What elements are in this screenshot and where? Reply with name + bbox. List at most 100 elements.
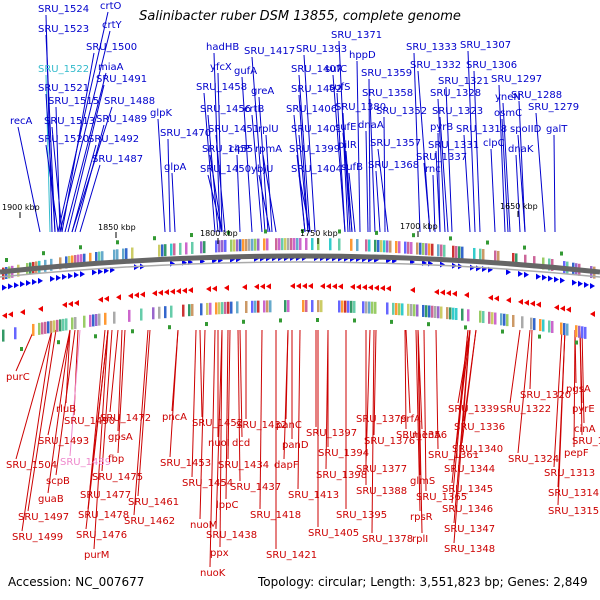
connector-bottom (87, 329, 106, 510)
gene-label-top: SRU_1358 (362, 88, 413, 99)
connector-bottom (435, 329, 439, 450)
gene-label-bottom: SRU_1476 (76, 530, 127, 541)
connector-top (490, 148, 496, 233)
connector-top (251, 56, 266, 233)
gene-label-top: SRU_1417 (244, 46, 295, 57)
connector-bottom (117, 329, 123, 432)
gene-label-top: SRU_1402 (291, 84, 342, 95)
gene-label-bottom: pyrE (572, 404, 595, 415)
gene-label-bottom: SRU_1339 (448, 404, 499, 415)
scale-label: 1650 kbp (500, 202, 538, 211)
gene-label-bottom: pncA (162, 412, 187, 423)
connector-top (258, 96, 269, 233)
connector-top (336, 92, 346, 233)
gene-label-top: SRU_1451 (208, 124, 259, 135)
gene-label-bottom: SRU_1477 (80, 490, 131, 501)
gene-label-bottom: SRU_1314 (548, 488, 599, 499)
connector-top (298, 174, 311, 233)
connector-bottom (137, 329, 151, 497)
connector-bottom (509, 329, 521, 404)
connector-top (55, 106, 61, 233)
gene-label-bottom: dcd (232, 438, 250, 449)
gene-label-top: SRU_1357 (370, 138, 421, 149)
gene-label-bottom: SRU_1320 (520, 390, 571, 401)
connector-bottom (109, 329, 119, 413)
gene-label-top: SRU_1521 (38, 83, 89, 94)
connector-top (445, 86, 453, 233)
gene-label-bottom: SRU_1388 (356, 486, 407, 497)
connector-bottom (553, 329, 563, 468)
connector-top (432, 174, 436, 233)
gene-label-bottom: SRU_1405 (308, 528, 359, 539)
gene-label-bottom: SRU_1489 (60, 457, 111, 468)
gene-label-bottom: SRU_1313 (544, 468, 595, 479)
gene-label-bottom: scpB (46, 476, 70, 487)
gene-label-top: SRU_1371 (331, 30, 382, 41)
gene-label-bottom: rpsR (410, 512, 433, 523)
gene-label-top: recA (10, 116, 33, 127)
gene-label-top: glpA (164, 162, 186, 173)
connector-bottom (529, 329, 533, 390)
gene-label-bottom: SRU_1398 (316, 470, 367, 481)
gene-label-top: sufB (341, 162, 363, 173)
gene-label-bottom: panD (282, 440, 309, 451)
connector-top (413, 52, 421, 233)
gene-label-top: SRU_1393 (296, 44, 347, 55)
connector-bottom (371, 329, 375, 534)
gene-label-bottom: SRU_1394 (318, 448, 369, 459)
connector-bottom (579, 329, 583, 436)
connector-top (236, 154, 241, 233)
connector-bottom (117, 329, 126, 454)
gene-label-top: SRU_1491 (96, 74, 147, 85)
connector-top (298, 74, 311, 233)
gene-label-top: SRU_1328 (430, 88, 481, 99)
gene-label-bottom: nuoK (200, 568, 226, 579)
connector-bottom (199, 329, 206, 520)
topology-text: Topology: circular; Length: 3,551,823 bp… (258, 575, 588, 589)
connector-bottom (225, 329, 229, 500)
gene-label-top: SRU_1321 (438, 76, 489, 87)
connector-top (439, 116, 449, 233)
scale-label: 1750 kbp (300, 229, 338, 238)
connector-top (467, 50, 476, 233)
connector-bottom (27, 329, 57, 512)
connector-bottom (93, 329, 109, 550)
gene-label-top: dnaA (358, 120, 384, 131)
gene-label-top: galT (546, 124, 568, 135)
gene-label-bottom: SRU_1347 (444, 524, 495, 535)
gene-label-top: SRU_1337 (416, 152, 467, 163)
gene-label-top: SRU_1288 (511, 90, 562, 101)
scale-label: 1800 kbp (200, 229, 238, 238)
connector-top (369, 98, 376, 233)
connector-top (365, 130, 369, 233)
gene-label-bottom: SRU_1434 (218, 460, 269, 471)
gene-label-bottom: SRU_1315 (548, 506, 599, 517)
connector-top (435, 150, 441, 233)
gene-label-bottom: guaB (38, 494, 64, 505)
gene-label-top: SRU_1450 (200, 164, 251, 175)
gene-label-top: SRU_1520 (38, 134, 89, 145)
gene-label-bottom: SRU_1378 (362, 534, 413, 545)
gene-label-top: SRU_1359 (361, 68, 412, 79)
connector-top (241, 76, 253, 233)
gene-label-bottom: purM (84, 550, 109, 561)
connector-top (518, 100, 526, 233)
connector-bottom (453, 329, 471, 544)
connector-top (265, 134, 273, 233)
connector-top (57, 11, 109, 233)
gene-label-top: SRU_1522 (38, 64, 89, 75)
gene-label-top: osmC (494, 108, 522, 119)
gene-label-bottom: SRU_1361 (428, 450, 479, 461)
connector-top (501, 118, 509, 233)
gene-label-top: crtO (100, 1, 122, 12)
backbone-ring (0, 253, 600, 275)
scale-ticks: 1900 kbp 1850 kbp 1800 kbp 1750 kbp 1700 kbp… (2, 202, 538, 244)
gene-label-bottom: SRU_1377 (356, 464, 407, 475)
connector-bottom (237, 329, 241, 482)
connector-top (61, 52, 95, 233)
gene-label-bottom: SRU_1461 (128, 497, 179, 508)
gene-label-bottom: SRU_1493 (38, 436, 89, 447)
connector-top (502, 102, 511, 233)
gene-label-bottom: SRU_1413 (288, 490, 339, 501)
gene-label-bottom: SRU_1490 (64, 416, 115, 427)
